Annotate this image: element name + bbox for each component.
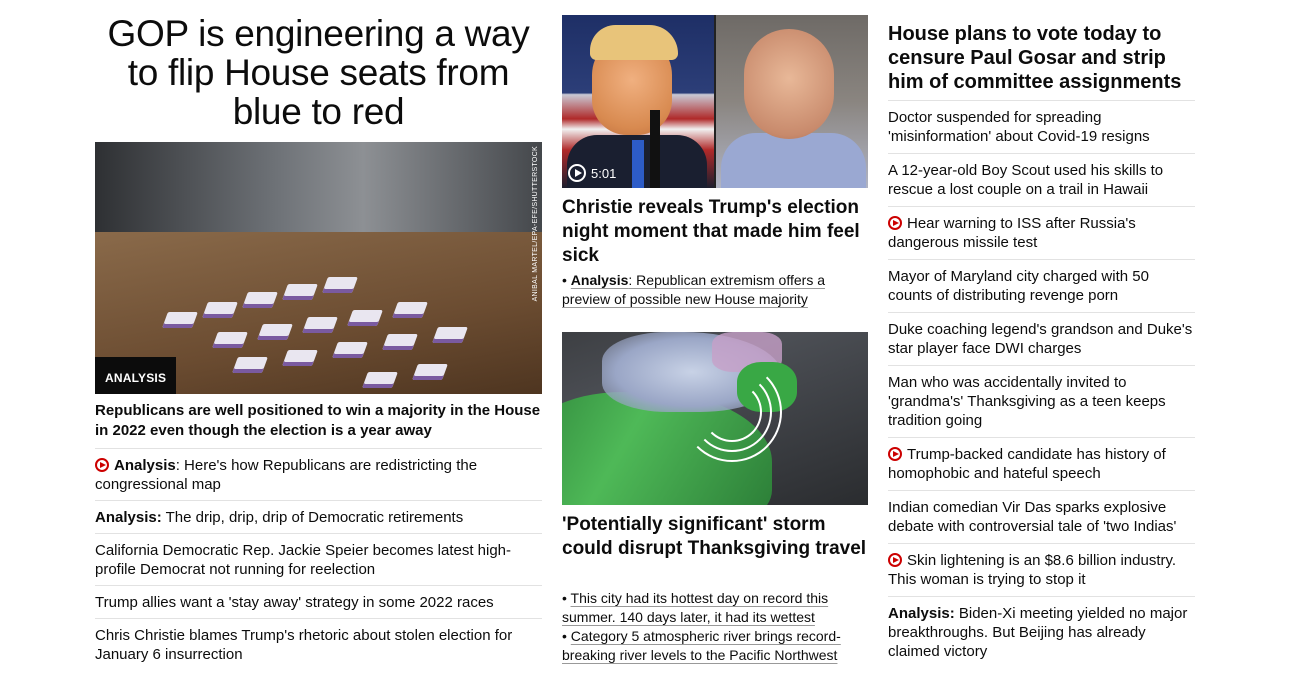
item-text: Chris Christie blames Trump's rhetoric a… <box>95 627 513 663</box>
hero-caption[interactable]: Republicans are well positioned to win a… <box>95 402 541 439</box>
christie-headline[interactable]: Christie reveals Trump's election night … <box>562 197 860 266</box>
video-play-icon <box>888 447 902 461</box>
item-prefix: Analysis <box>114 457 176 474</box>
hero-image-voting-stickers[interactable]: ANIBAL MARTEL/EPA-EFE/SHUTTERSTOCK ANALY… <box>95 142 542 394</box>
storm-related-1[interactable]: • This city had its hottest day on recor… <box>562 590 829 625</box>
list-item[interactable]: Analysis: Biden-Xi meeting yielded no ma… <box>888 596 1195 668</box>
sticker-shape <box>382 334 418 350</box>
video-thumbnail-trump-christie[interactable]: 5:01 <box>562 15 868 188</box>
item-text: Doctor suspended for spreading 'misinfor… <box>888 109 1150 145</box>
sticker-shape <box>322 277 358 293</box>
related-links-list: Analysis: Here's how Republicans are red… <box>95 448 542 670</box>
sticker-shape <box>202 302 238 318</box>
sticker-shape <box>347 310 383 326</box>
image-credit: ANIBAL MARTEL/EPA-EFE/SHUTTERSTOCK <box>532 146 539 302</box>
item-text: Trump allies want a 'stay away' strategy… <box>95 594 494 611</box>
list-item[interactable]: Analysis: Here's how Republicans are red… <box>95 448 542 500</box>
item-text: Category 5 atmospheric river brings reco… <box>562 628 841 663</box>
shape <box>632 140 644 188</box>
sticker-shape <box>392 302 428 318</box>
list-item[interactable]: Trump allies want a 'stay away' strategy… <box>95 585 542 618</box>
item-prefix: Analysis: <box>95 509 162 526</box>
list-item[interactable]: Indian comedian Vir Das sparks explosive… <box>888 490 1195 543</box>
sticker-shape <box>432 327 468 343</box>
shape <box>744 29 834 139</box>
item-text: Hear warning to ISS after Russia's dange… <box>888 215 1136 251</box>
sticker-shape <box>412 364 448 380</box>
list-item[interactable]: Mayor of Maryland city charged with 50 c… <box>888 259 1195 312</box>
list-item[interactable]: Skin lightening is an $8.6 billion indus… <box>888 543 1195 596</box>
shape <box>721 133 866 188</box>
item-text: A 12-year-old Boy Scout used his skills … <box>888 162 1164 198</box>
headlines-list: Doctor suspended for spreading 'misinfor… <box>888 100 1195 668</box>
main-headline[interactable]: GOP is engineering a way to flip House s… <box>107 13 530 132</box>
item-text: California Democratic Rep. Jackie Speier… <box>95 542 512 578</box>
sticker-shape <box>232 357 268 373</box>
analysis-badge: ANALYSIS <box>95 357 177 394</box>
video-play-icon <box>888 553 902 567</box>
item-text: Skin lightening is an $8.6 billion indus… <box>888 552 1177 588</box>
storm-map-image[interactable] <box>562 332 868 505</box>
duration-text: 5:01 <box>591 165 617 181</box>
storm-headline[interactable]: 'Potentially significant' storm could di… <box>562 514 867 559</box>
item-text: Man who was accidentally invited to 'gra… <box>888 374 1166 429</box>
item-prefix: Analysis: <box>888 605 955 622</box>
bullet: • <box>562 272 567 288</box>
list-item[interactable]: Analysis: The drip, drip, drip of Democr… <box>95 500 542 533</box>
sticker-shape <box>212 332 248 348</box>
shape <box>650 110 660 188</box>
item-text: : Republican extremism offers a preview … <box>562 272 825 307</box>
thumbnail-right-panel <box>716 15 868 188</box>
hero-image-background <box>95 142 542 237</box>
list-item[interactable]: Duke coaching legend's grandson and Duke… <box>888 312 1195 365</box>
video-play-icon <box>95 458 109 472</box>
item-text: Duke coaching legend's grandson and Duke… <box>888 321 1193 357</box>
gosar-headline[interactable]: House plans to vote today to censure Pau… <box>888 23 1182 93</box>
list-item[interactable]: Trump-backed candidate has history of ho… <box>888 437 1195 490</box>
sticker-shape <box>242 292 278 308</box>
video-play-icon <box>888 216 902 230</box>
item-text: Biden-Xi meeting yielded no major breakt… <box>888 605 1188 660</box>
sticker-shape <box>302 317 338 333</box>
item-text: Indian comedian Vir Das sparks explosive… <box>888 499 1177 535</box>
sticker-shape <box>282 284 318 300</box>
storm-related-2[interactable]: • Category 5 atmospheric river brings re… <box>562 628 841 663</box>
list-item[interactable]: A 12-year-old Boy Scout used his skills … <box>888 153 1195 206</box>
item-text: : Here's how Republicans are redistricti… <box>95 457 478 493</box>
sticker-shape <box>362 372 398 388</box>
item-text: This city had its hottest day on record … <box>562 590 829 625</box>
list-item[interactable]: Doctor suspended for spreading 'misinfor… <box>888 100 1195 153</box>
list-item[interactable]: Man who was accidentally invited to 'gra… <box>888 365 1195 437</box>
christie-related[interactable]: • Analysis: Republican extremism offers … <box>562 271 868 309</box>
item-text: Trump-backed candidate has history of ho… <box>888 446 1166 482</box>
video-duration: 5:01 <box>568 164 616 182</box>
list-item[interactable]: Hear warning to ISS after Russia's dange… <box>888 206 1195 259</box>
item-prefix: Analysis <box>570 272 629 288</box>
item-text: Mayor of Maryland city charged with 50 c… <box>888 268 1149 304</box>
sticker-shape <box>162 312 198 328</box>
sticker-shape <box>282 350 318 366</box>
shape <box>682 362 782 462</box>
list-item[interactable]: Chris Christie blames Trump's rhetoric a… <box>95 618 542 670</box>
shape <box>590 25 678 60</box>
thumbnail-left-panel <box>562 15 714 188</box>
sticker-shape <box>257 324 293 340</box>
list-item[interactable]: California Democratic Rep. Jackie Speier… <box>95 533 542 585</box>
sticker-shape <box>332 342 368 358</box>
item-text: The drip, drip, drip of Democratic retir… <box>161 509 464 526</box>
play-circle-icon <box>568 164 586 182</box>
